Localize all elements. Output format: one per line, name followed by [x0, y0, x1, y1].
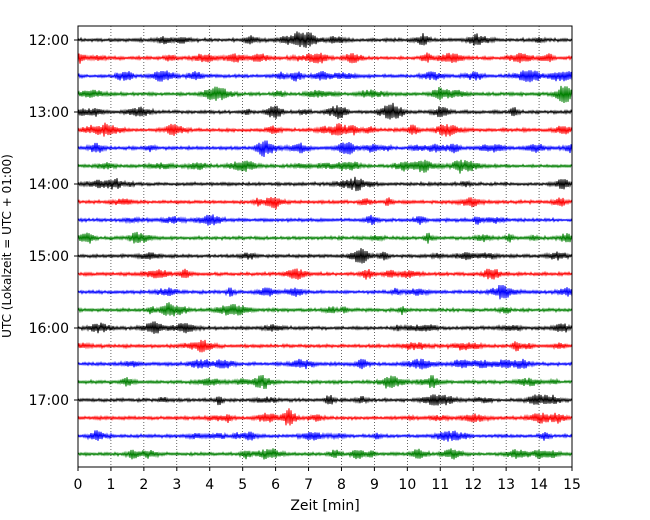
x-axis-label: Zeit [min]: [290, 498, 359, 514]
trace-line-1345: [77, 159, 573, 174]
trace-line-1315: [77, 122, 573, 137]
x-tick-label: 2: [139, 477, 148, 493]
trace-line-1500: [77, 248, 573, 264]
x-tick-label: 0: [74, 477, 83, 493]
trace-line-1530: [77, 284, 573, 300]
x-tick-label: 3: [172, 477, 181, 493]
trace-line-1715: [77, 408, 573, 426]
y-tick-label: 12:00: [29, 33, 69, 49]
trace-line-1245: [77, 85, 573, 104]
trace-line-1330: [77, 140, 573, 157]
trace-line-1645: [77, 374, 573, 390]
trace-line-1615: [77, 339, 573, 353]
x-axis: 0 1 2 3 4 5 6 7 8 9 10 11 12 13 14 15: [74, 467, 581, 493]
y-tick-label: 17:00: [29, 393, 69, 409]
trace-line-1700: [77, 394, 573, 406]
x-tick-label: 15: [563, 477, 581, 493]
x-tick-label: 4: [205, 477, 214, 493]
x-tick-label: 12: [464, 477, 482, 493]
y-axis: 12:00 13:00 14:00 15:00 16:00 17:00: [29, 33, 78, 409]
trace-line-1230: [77, 70, 573, 83]
trace-line-1745: [77, 448, 573, 460]
x-tick-label: 11: [431, 477, 449, 493]
trace-line-1515: [77, 268, 573, 280]
trace-line-1400: [77, 176, 573, 192]
x-tick-label: 6: [271, 477, 280, 493]
x-tick-label: 9: [370, 477, 379, 493]
x-tick-label: 8: [337, 477, 346, 493]
x-tick-label: 7: [304, 477, 313, 493]
y-tick-label: 13:00: [29, 105, 69, 121]
x-tick-label: 13: [497, 477, 515, 493]
trace-line-1415: [77, 196, 573, 210]
y-axis-label: UTC (Lokalzeit = UTC + 01:00): [0, 154, 14, 338]
trace-line-1545: [77, 302, 573, 317]
y-tick-label: 14:00: [29, 177, 69, 193]
x-tick-label: 14: [530, 477, 548, 493]
x-tick-label: 5: [238, 477, 247, 493]
x-tick-label: 1: [106, 477, 115, 493]
plot-frame: [77, 25, 573, 468]
y-tick-label: 16:00: [29, 321, 69, 337]
trace-line-1215: [77, 52, 573, 64]
y-tick-label: 15:00: [29, 249, 69, 265]
trace-line-1445: [77, 231, 573, 244]
seismic-traces: [77, 31, 573, 460]
trace-line-1730: [77, 430, 573, 442]
trace-line-1600: [77, 321, 573, 334]
trace-line-1430: [77, 214, 573, 226]
trace-line-1630: [77, 358, 573, 370]
x-tick-label: 10: [398, 477, 416, 493]
trace-line-1300: [77, 102, 573, 120]
trace-line-1200: [77, 31, 573, 48]
